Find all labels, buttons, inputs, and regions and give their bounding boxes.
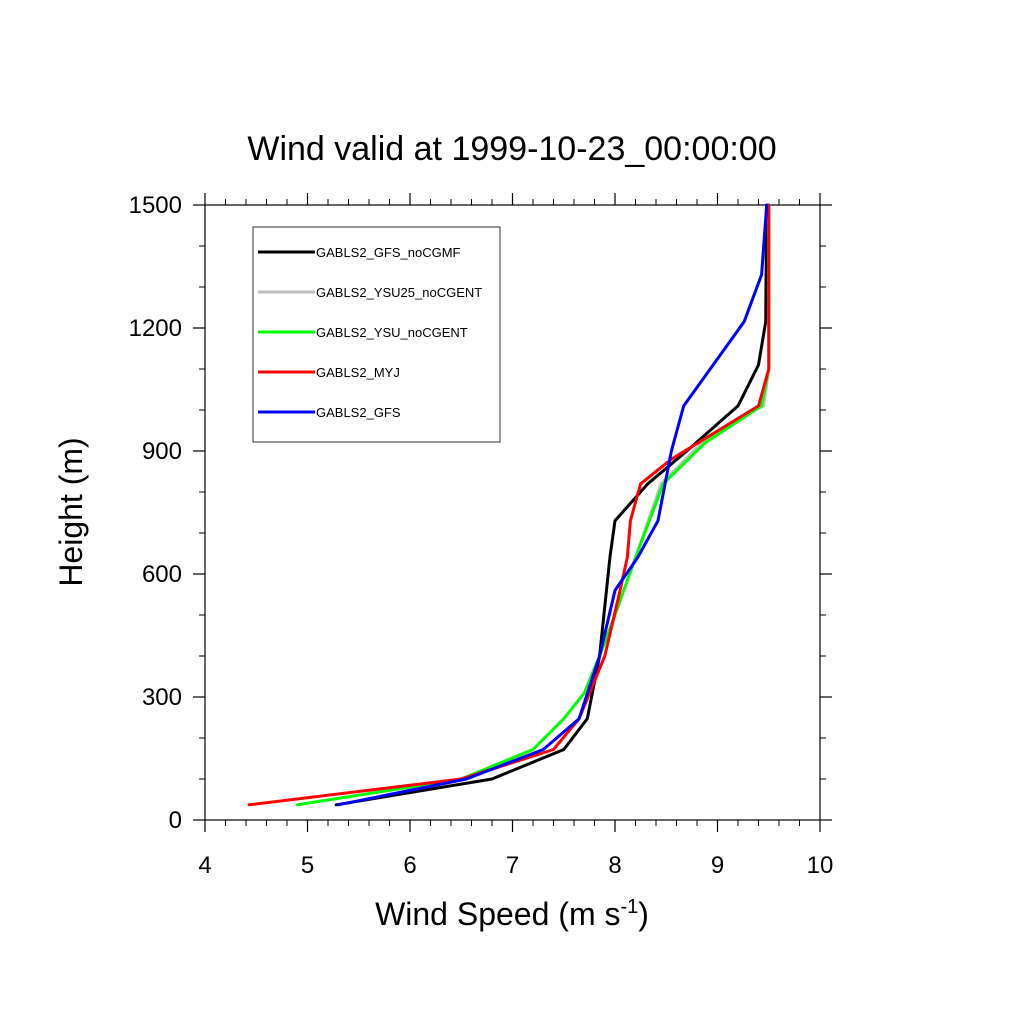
legend-label: GABLS2_GFS: [316, 405, 401, 420]
y-tick-label: 600: [142, 561, 182, 588]
legend-label: GABLS2_YSU25_noCGENT: [316, 285, 482, 300]
x-tick-label: 4: [198, 852, 211, 879]
x-tick-label: 10: [807, 852, 834, 879]
legend-box: [252, 226, 501, 443]
x-tick-label: 8: [608, 852, 621, 879]
x-axis-title: Wind Speed (m s-1): [375, 896, 649, 932]
x-axis-title-superscript: -1: [620, 896, 638, 918]
y-tick-label: 1500: [129, 192, 182, 219]
x-axis-title-main: Wind Speed (m s: [375, 896, 620, 932]
x-tick-label: 5: [301, 852, 314, 879]
legend-label: GABLS2_MYJ: [316, 365, 400, 380]
series-line-gabls2-gfs: [336, 203, 769, 807]
x-tick-label: 9: [711, 852, 724, 879]
axis-ticks: [193, 193, 832, 832]
chart-title: Wind valid at 1999-10-23_00:00:00: [247, 130, 776, 168]
legend-label: GABLS2_GFS_noCGMF: [316, 245, 461, 260]
x-axis-tick-labels: 4 5 6 7 8 9 10: [198, 852, 833, 879]
x-tick-label: 6: [403, 852, 416, 879]
legend-label: GABLS2_YSU_noCGENT: [316, 325, 468, 340]
legend: GABLS2_GFS_noCGMF GABLS2_YSU25_noCGENT GAB…: [252, 226, 501, 443]
y-tick-label: 300: [142, 684, 182, 711]
series-lines: [247, 203, 771, 807]
y-tick-label: 0: [169, 807, 182, 834]
y-tick-label: 900: [142, 438, 182, 465]
series-line-gabls2-gfs-nocgmf: [334, 203, 769, 807]
x-tick-label: 7: [506, 852, 519, 879]
y-tick-label: 1200: [129, 315, 182, 342]
x-axis-title-end: ): [638, 896, 649, 932]
y-axis-title: Height (m): [53, 437, 89, 586]
y-axis-tick-labels: 0 300 600 900 1200 1500: [129, 192, 182, 834]
series-line-gabls2-myj: [247, 203, 771, 807]
